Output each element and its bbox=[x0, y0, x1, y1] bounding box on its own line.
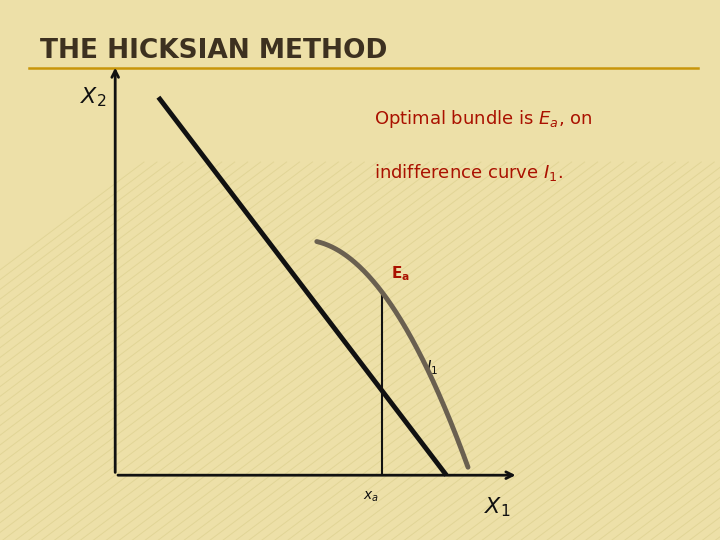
Text: $\mathbf{E_a}$: $\mathbf{E_a}$ bbox=[391, 264, 410, 283]
Text: indifference curve $I_1$.: indifference curve $I_1$. bbox=[374, 163, 563, 183]
Text: $X_1$: $X_1$ bbox=[484, 496, 510, 519]
Text: THE HICKSIAN METHOD: THE HICKSIAN METHOD bbox=[40, 38, 387, 64]
Text: $I_1$: $I_1$ bbox=[426, 358, 438, 376]
Text: Optimal bundle is $E_a$, on: Optimal bundle is $E_a$, on bbox=[374, 108, 593, 130]
Text: $X_2$: $X_2$ bbox=[81, 85, 107, 109]
Text: $x_a$: $x_a$ bbox=[363, 490, 379, 504]
